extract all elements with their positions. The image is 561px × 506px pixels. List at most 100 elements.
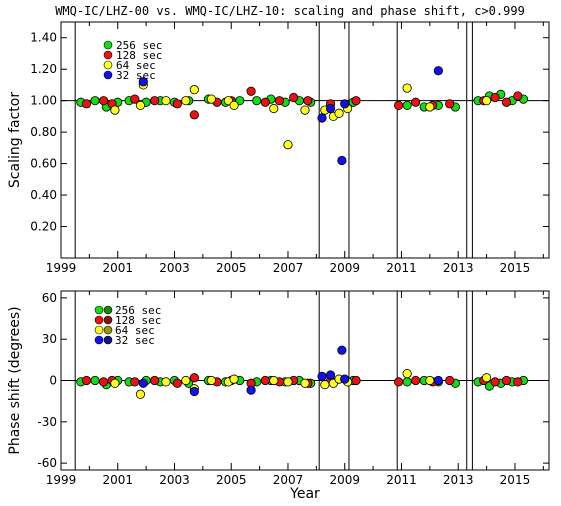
data-point-64s (229, 100, 239, 110)
y-tick-label: 30 (42, 332, 57, 346)
legend-marker (94, 325, 104, 335)
data-point-64s (110, 105, 120, 115)
data-point-128s (130, 94, 140, 104)
data-point-64s (283, 377, 293, 387)
data-point-256s (252, 96, 262, 106)
data-point-128s (351, 375, 361, 386)
data-point-256s (402, 377, 412, 387)
legend-marker-dark (103, 335, 113, 345)
data-point-128s (260, 375, 270, 386)
data-point-64s (161, 377, 171, 387)
y-tick-label: 1.00 (30, 94, 57, 108)
data-point-64s (189, 85, 199, 95)
x-tick-label: 1999 (46, 261, 77, 275)
legend-label: 256 sec (116, 39, 162, 52)
data-point-64s (110, 378, 120, 388)
legend-label: 32 sec (115, 334, 155, 347)
y-tick-label: 0.40 (30, 188, 57, 202)
y-tick-label: 60 (42, 291, 57, 305)
data-point-32s (138, 378, 148, 388)
data-point-32s (317, 113, 327, 123)
data-point-128s (513, 377, 523, 387)
data-point-32s (325, 103, 336, 114)
x-tick-label: 2007 (273, 261, 304, 275)
y-tick-label: 1.40 (30, 31, 57, 45)
data-point-128s (246, 86, 256, 96)
data-point-128s (98, 377, 109, 387)
data-point-128s (81, 99, 92, 109)
data-point-128s (351, 96, 361, 106)
chart-title: WMQ-IC/LHZ-00 vs. WMQ-IC/LHZ-10: scaling… (55, 4, 525, 18)
y-tick-label: 0.60 (30, 157, 57, 171)
data-point-128s (130, 377, 140, 387)
legend-marker-dark (103, 315, 113, 325)
data-point-256s (90, 96, 100, 106)
legend-marker-dark (103, 325, 113, 335)
x-tick-label: 2009 (329, 261, 360, 275)
data-point-64s (269, 103, 279, 114)
data-point-128s (501, 97, 512, 107)
data-point-64s (481, 373, 492, 383)
x-tick-label: 2001 (102, 261, 133, 275)
legend-label: 64 sec (115, 324, 155, 337)
data-point-128s (394, 377, 404, 387)
data-point-64s (481, 96, 492, 106)
x-tick-label: 1999 (46, 473, 77, 487)
data-point-128s (394, 100, 404, 110)
data-point-64s (320, 380, 330, 390)
data-point-256s (402, 100, 412, 110)
x-tick-label: 2003 (159, 261, 190, 275)
data-point-64s (181, 375, 191, 386)
data-point-64s (300, 378, 310, 388)
data-point-128s (98, 96, 109, 106)
y-tick-label: 0.80 (30, 125, 57, 139)
data-point-128s (303, 96, 313, 106)
data-point-64s (206, 94, 216, 104)
data-point-64s (161, 96, 171, 106)
y-tick-label: 0 (49, 374, 57, 388)
x-tick-label: 2003 (159, 473, 190, 487)
data-point-32s (433, 375, 443, 386)
data-point-32s (433, 66, 443, 76)
data-point-128s (189, 110, 199, 120)
data-point-64s (269, 375, 279, 386)
x-tick-label: 2009 (329, 473, 360, 487)
data-point-128s (172, 378, 182, 388)
data-point-64s (206, 375, 216, 386)
x-tick-label: 2005 (216, 473, 247, 487)
data-point-128s (189, 373, 199, 383)
data-point-128s (490, 92, 500, 103)
data-point-128s (150, 375, 160, 386)
data-point-128s (260, 97, 270, 107)
y-axis-title: Scaling factor (7, 92, 23, 188)
data-point-128s (274, 96, 285, 106)
panel-scaling-factor: 1999 2001 2003 2005 2007 2009 2011 2013 2015 0.20… (7, 21, 550, 275)
legend-marker (94, 305, 104, 315)
data-point-64s (135, 100, 146, 110)
legend-label: 32 sec (116, 69, 156, 82)
legend-marker (103, 70, 113, 80)
data-point-64s (181, 96, 191, 106)
data-point-32s (340, 99, 350, 109)
x-tick-label: 2011 (386, 473, 417, 487)
data-point-32s (325, 370, 336, 380)
data-point-64s (135, 389, 146, 399)
legend-marker (94, 315, 104, 325)
y-tick-label: 1.20 (30, 62, 57, 76)
legend-marker-dark (103, 305, 113, 315)
data-point-64s (229, 374, 239, 384)
data-point-32s (317, 371, 327, 381)
x-tick-label: 2015 (500, 261, 531, 275)
panel-phase-shift: 1999 2001 2003 2005 2007 2009 2011 2013 2015 -60 -… (7, 290, 550, 487)
data-point-128s (513, 91, 523, 101)
data-point-64s (402, 83, 412, 93)
x-tick-label: 2013 (443, 473, 474, 487)
data-point-128s (490, 377, 500, 387)
data-point-64s (334, 108, 344, 118)
data-point-128s (445, 375, 455, 386)
data-point-64s (300, 105, 310, 115)
data-point-32s (246, 385, 256, 395)
data-point-64s (425, 102, 435, 112)
y-tick-label: -60 (37, 456, 57, 470)
